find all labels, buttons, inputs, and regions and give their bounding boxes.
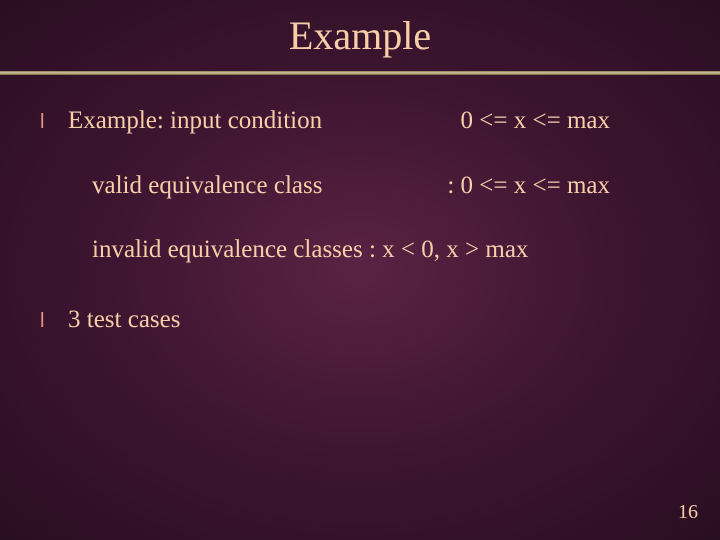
line1-right: 0 <= x <= max (461, 107, 680, 135)
bullet-row-2: l 3 test cases (40, 306, 680, 335)
bullet-icon: l (40, 307, 68, 335)
line2-right: : 0 <= x <= max (447, 172, 680, 200)
line3: invalid equivalence classes : x < 0, x >… (92, 236, 528, 264)
line2-left: valid equivalence class (92, 172, 322, 200)
slide-title: Example (0, 12, 720, 59)
slide: Example l Example: input condition 0 <= … (0, 0, 720, 540)
indent-row-2: invalid equivalence classes : x < 0, x >… (40, 236, 680, 264)
title-area: Example (0, 0, 720, 69)
bullet-icon: l (40, 108, 68, 136)
bullet-row-1: l Example: input condition 0 <= x <= max (40, 107, 680, 136)
line4: 3 test cases (68, 306, 180, 334)
page-number: 16 (678, 501, 698, 524)
slide-content: l Example: input condition 0 <= x <= max… (0, 75, 720, 335)
line1-left: Example: input condition (68, 107, 322, 135)
indent-row-1: valid equivalence class : 0 <= x <= max (40, 172, 680, 200)
